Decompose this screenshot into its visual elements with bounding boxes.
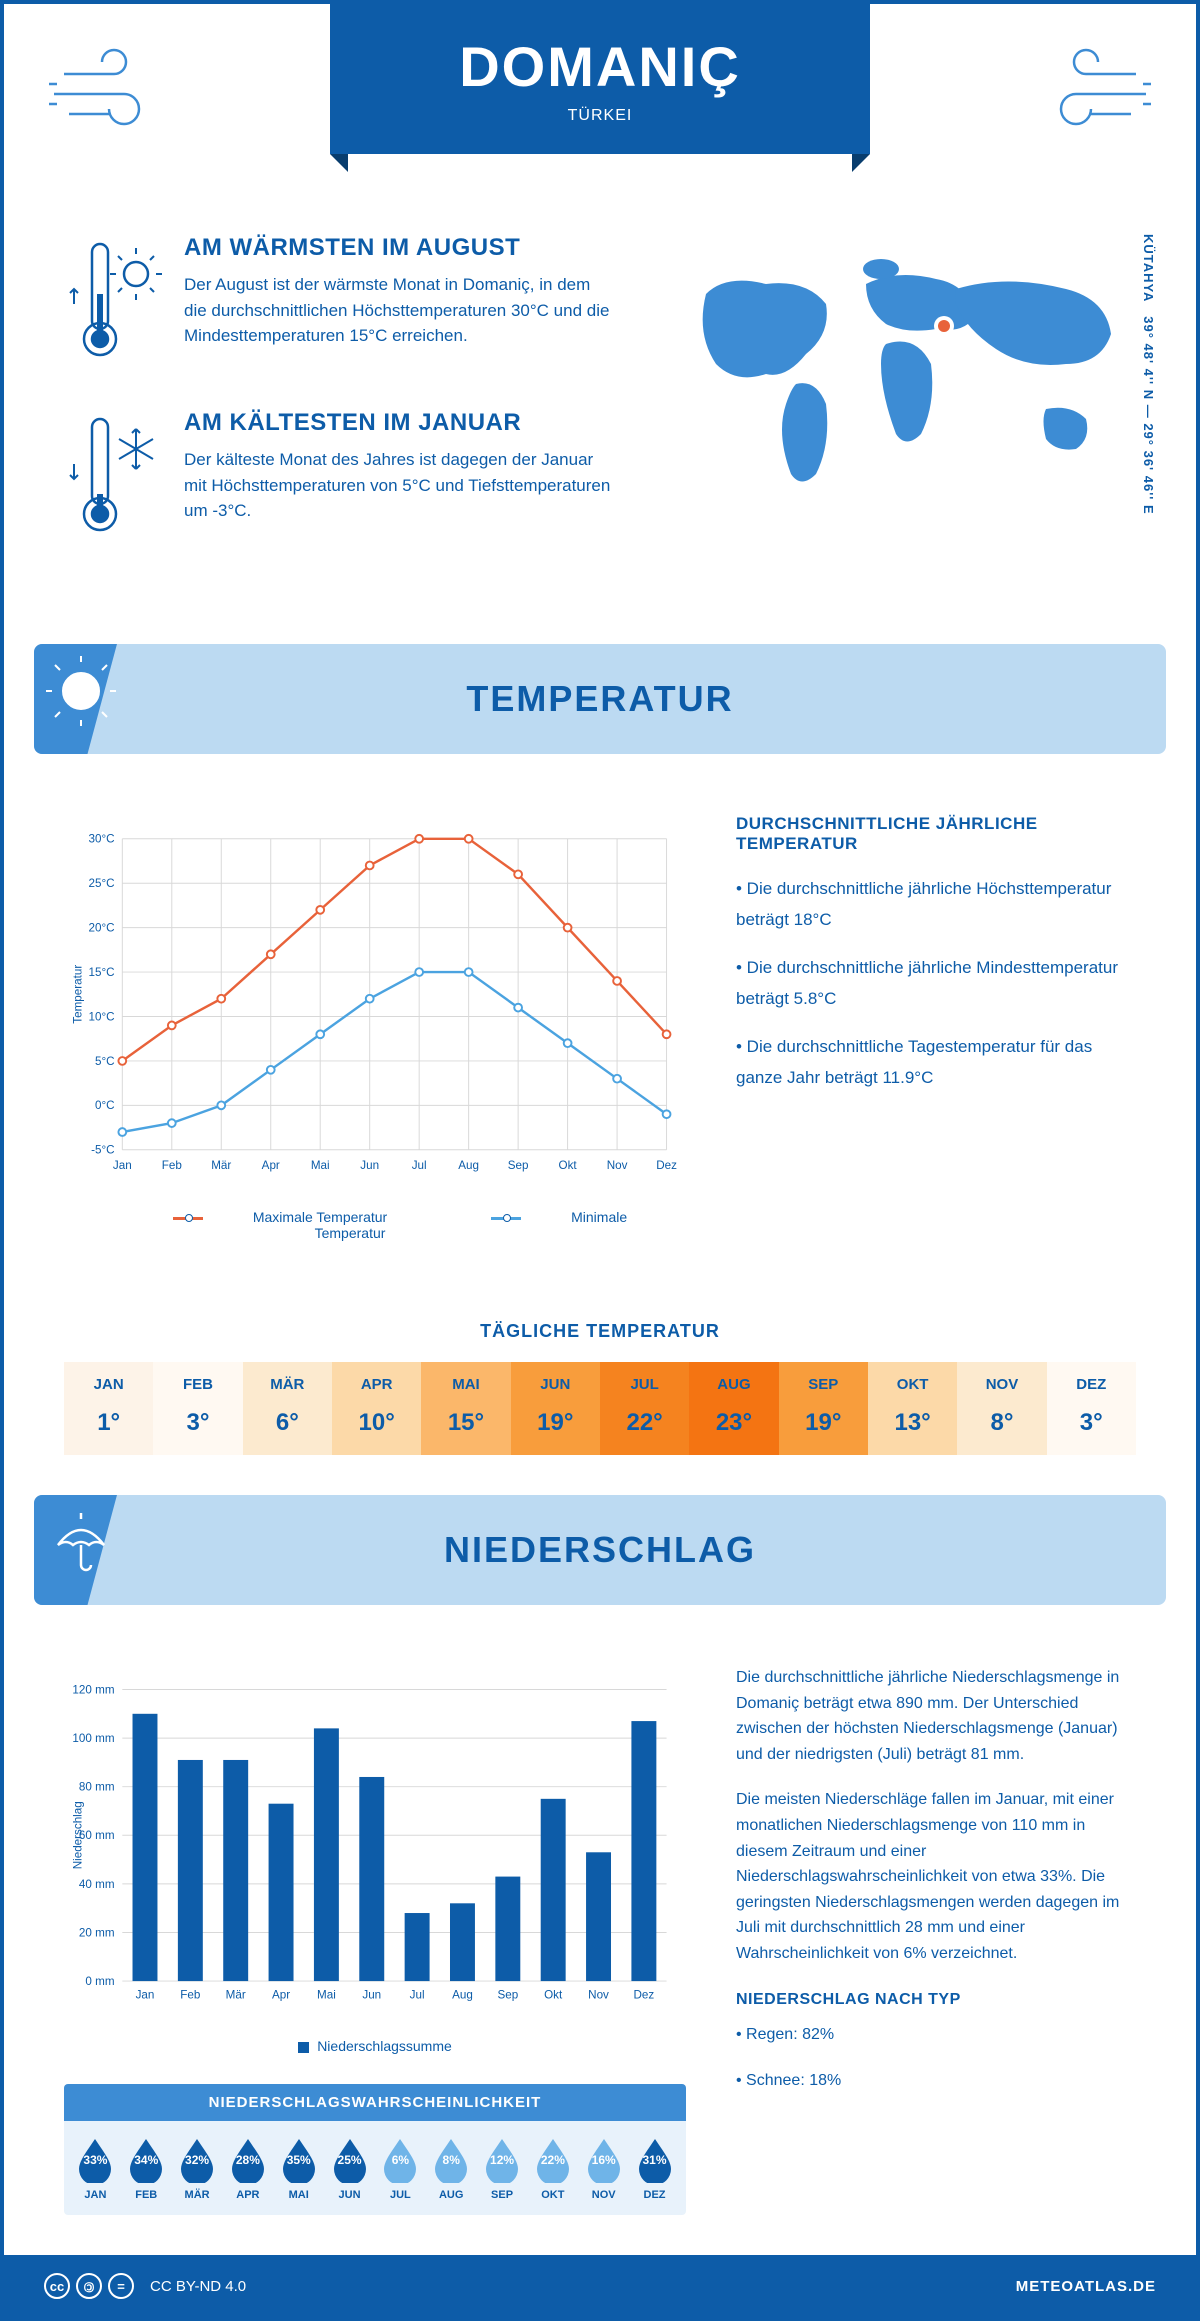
daily-cell: FEB3° [153,1362,242,1455]
probability-cell: 34% FEB [121,2135,172,2201]
probability-cell: 16% NOV [578,2135,629,2201]
svg-text:Mai: Mai [317,1989,336,2002]
coordinates: KÜTAHYA 39° 48' 4'' N — 29° 36' 46'' E [1141,234,1156,515]
probability-cell: 32% MÄR [172,2135,223,2201]
probability-cell: 25% JUN [324,2135,375,2201]
info-row: AM WÄRMSTEN IM AUGUST Der August ist der… [4,194,1196,624]
svg-text:Nov: Nov [607,1159,628,1172]
world-map: KÜTAHYA 39° 48' 4'' N — 29° 36' 46'' E [656,234,1136,584]
temperature-title: TEMPERATUR [466,678,733,720]
warmest-text: Der August ist der wärmste Monat in Doma… [184,272,616,349]
daily-cell: OKT13° [868,1362,957,1455]
probability-cell: 8% AUG [426,2135,477,2201]
thermometer-hot-icon [64,234,164,369]
svg-text:Jul: Jul [410,1989,425,2002]
svg-text:-5°C: -5°C [91,1144,114,1157]
probability-cell: 28% APR [222,2135,273,2201]
temperature-facts: DURCHSCHNITTLICHE JÄHRLICHE TEMPERATUR •… [736,814,1136,1241]
daily-cell: MÄR6° [243,1362,332,1455]
svg-text:10°C: 10°C [88,1010,114,1023]
daily-cell: SEP19° [779,1362,868,1455]
svg-text:Niederschlag: Niederschlag [71,1801,84,1869]
daily-cell: NOV8° [957,1362,1046,1455]
svg-text:Jul: Jul [412,1159,427,1172]
site-name: METEOATLAS.DE [1016,2278,1156,2295]
svg-text:120 mm: 120 mm [72,1683,114,1696]
daily-cell: DEZ3° [1047,1362,1136,1455]
coldest-block: AM KÄLTESTEN IM JANUAR Der kälteste Mona… [64,409,616,544]
probability-cell: 12% SEP [477,2135,528,2201]
svg-text:0 mm: 0 mm [85,1975,114,1988]
warmest-block: AM WÄRMSTEN IM AUGUST Der August ist der… [64,234,616,369]
sun-icon [46,656,116,731]
svg-text:Aug: Aug [452,1989,473,2002]
svg-text:0°C: 0°C [95,1099,115,1112]
probability-box: NIEDERSCHLAGSWAHRSCHEINLICHKEIT 33% JAN … [64,2084,686,2215]
svg-text:Apr: Apr [272,1989,290,2002]
wind-icon [1036,44,1156,149]
svg-text:Jun: Jun [362,1989,381,2002]
svg-text:Feb: Feb [162,1159,182,1172]
svg-text:Feb: Feb [180,1989,200,2002]
probability-cell: 6% JUL [375,2135,426,2201]
svg-text:80 mm: 80 mm [79,1781,115,1794]
svg-text:5°C: 5°C [95,1055,115,1068]
svg-text:20 mm: 20 mm [79,1926,115,1939]
svg-text:Mär: Mär [226,1989,246,2002]
country-subtitle: TÜRKEI [330,107,870,125]
svg-text:Mär: Mär [211,1159,231,1172]
probability-cell: 31% DEZ [629,2135,680,2201]
svg-text:40 mm: 40 mm [79,1878,115,1891]
daily-temp-title: TÄGLICHE TEMPERATUR [4,1321,1196,1342]
svg-text:Jan: Jan [136,1989,155,2002]
probability-cell: 33% JAN [70,2135,121,2201]
temperature-header: TEMPERATUR [34,644,1166,754]
wind-icon [44,44,164,149]
warmest-title: AM WÄRMSTEN IM AUGUST [184,234,616,262]
svg-text:15°C: 15°C [88,966,114,979]
svg-text:Sep: Sep [508,1159,529,1172]
precipitation-chart: 0 mm20 mm40 mm60 mm80 mm100 mm120 mmJanF… [64,1665,686,2025]
daily-cell: AUG23° [689,1362,778,1455]
svg-text:Aug: Aug [458,1159,479,1172]
svg-text:30°C: 30°C [88,833,114,846]
svg-text:100 mm: 100 mm [72,1732,114,1745]
svg-text:Apr: Apr [262,1159,280,1172]
daily-temp-table: JAN1° FEB3° MÄR6° APR10° MAI15° JUN19° J… [64,1362,1136,1455]
header: DOMANIÇ TÜRKEI [4,4,1196,194]
bar-legend: Niederschlagssumme [64,2038,686,2054]
svg-text:Jan: Jan [113,1159,132,1172]
coldest-text: Der kälteste Monat des Jahres ist dagege… [184,447,616,524]
svg-text:Dez: Dez [656,1159,677,1172]
probability-cell: 35% MAI [273,2135,324,2201]
daily-cell: MAI15° [421,1362,510,1455]
chart-legend: Maximale Temperatur Minimale Temperatur [64,1209,686,1241]
temperature-chart: -5°C 0°C 5°C 10°C 15°C 20°C 25°C 30°C Jan Feb Mär A… [64,814,686,1241]
svg-text:Sep: Sep [497,1989,518,2002]
svg-text:25°C: 25°C [88,877,114,890]
precipitation-title: NIEDERSCHLAG [444,1529,756,1571]
footer: cc🄯= CC BY-ND 4.0 METEOATLAS.DE [4,2255,1196,2317]
license-icons: cc🄯= CC BY-ND 4.0 [44,2273,246,2299]
probability-cell: 22% OKT [527,2135,578,2201]
title-banner: DOMANIÇ TÜRKEI [330,4,870,154]
daily-cell: JUL22° [600,1362,689,1455]
svg-text:Jun: Jun [360,1159,379,1172]
svg-text:20°C: 20°C [88,922,114,935]
svg-text:Okt: Okt [544,1989,563,2002]
svg-text:Nov: Nov [588,1989,609,2002]
umbrella-icon [46,1507,116,1582]
city-title: DOMANIÇ [330,34,870,99]
svg-text:Okt: Okt [559,1159,578,1172]
precipitation-text: Die durchschnittliche jährliche Niedersc… [736,1665,1136,2215]
daily-cell: APR10° [332,1362,421,1455]
svg-text:Dez: Dez [634,1989,655,2002]
precipitation-header: NIEDERSCHLAG [34,1495,1166,1605]
thermometer-cold-icon [64,409,164,544]
daily-cell: JAN1° [64,1362,153,1455]
daily-cell: JUN19° [511,1362,600,1455]
svg-text:Mai: Mai [311,1159,330,1172]
coldest-title: AM KÄLTESTEN IM JANUAR [184,409,616,437]
svg-text:Temperatur: Temperatur [71,965,84,1024]
